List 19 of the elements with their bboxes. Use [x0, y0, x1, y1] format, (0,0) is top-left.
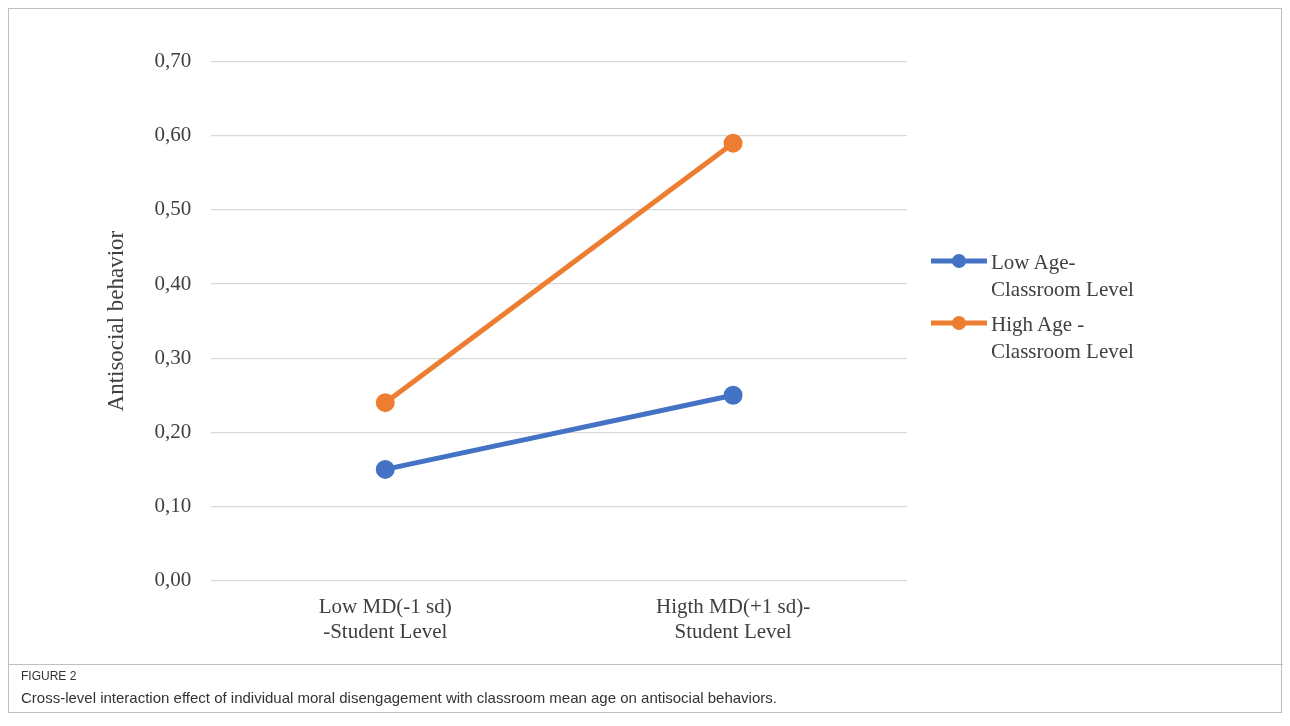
point	[375, 459, 395, 479]
y-tick-label: 0,30	[154, 344, 192, 369]
y-tick-label: 0,40	[154, 270, 192, 295]
legend-label: Low Age- Classroom Level	[991, 249, 1134, 303]
y-tick-label: 0,20	[154, 418, 192, 443]
x-tick-label: Low MD(-1 sd) -Student Level	[318, 593, 452, 643]
point	[375, 393, 395, 413]
text: Cross-level interaction effect of individual moral disengagement with classroom mean age on antisocial behaviors.	[21, 689, 777, 706]
y-tick-label: 0,70	[154, 48, 192, 73]
legend-label: High Age - Classroom Level	[991, 311, 1134, 365]
y-axis-title: Antisocial behavior	[102, 230, 128, 412]
y-tick-label: 0,10	[154, 492, 192, 517]
y-tick-label: 0,60	[154, 122, 192, 147]
x-tick-label: Higth MD(+1 sd)- Student Level	[656, 593, 811, 643]
y-tick-label: 0,00	[154, 567, 192, 592]
caption: FIGURE 2	[21, 669, 77, 683]
y-tick-label: 0,50	[154, 196, 192, 221]
point	[723, 385, 743, 405]
point	[723, 133, 743, 153]
